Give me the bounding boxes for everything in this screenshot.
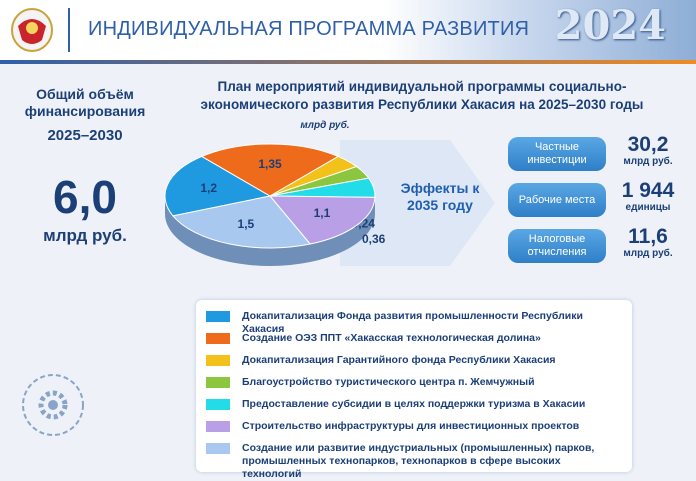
effect-unit: единицы (625, 202, 671, 213)
legend-label: Докапитализация Фонда развития промышлен… (242, 310, 583, 335)
legend-label: Создание ОЭЗ ППТ «Хакасская технологичес… (242, 332, 541, 344)
pie-slice (268, 195, 376, 245)
pie-slice (200, 143, 340, 197)
header-title: ИНДИВИДУАЛЬНАЯ ПРОГРАММА РАЗВИТИЯ (88, 18, 530, 40)
header: ИНДИВИДУАЛЬНАЯ ПРОГРАММА РАЗВИТИЯ 2024 (0, 0, 696, 60)
header-year: 2024 (554, 2, 666, 49)
legend-label: Докапитализация Гарантийного фонда Респу… (242, 354, 556, 366)
summary-period: 2025–2030 (47, 127, 123, 144)
data-label: 1,5 (238, 217, 255, 231)
legend-swatch (206, 311, 230, 322)
legend-item: Создание или развитие индустриальных (пр… (206, 442, 616, 481)
effect-number: 1 944 (621, 179, 675, 202)
pie-chart: млрд руб. 1,21,350,250,240,361,11,5 (164, 119, 495, 266)
effects-arrow (340, 140, 495, 266)
legend-item: Докапитализация Фонда развития промышлен… (206, 310, 616, 336)
effect-number: 11,6 (628, 225, 668, 248)
data-label: 0,36 (362, 232, 386, 246)
effect-label: Рабочие места (508, 183, 606, 217)
legend-label: Строительство инфраструктуры для инвести… (242, 420, 580, 432)
summary-unit: млрд руб. (43, 226, 127, 245)
legend-item: Предоставление субсидии в целях поддержк… (206, 398, 616, 411)
legend-swatch (206, 421, 230, 432)
effect-value: 1 944 единицы (610, 179, 686, 214)
legend-label: Предоставление субсидии в целях поддержк… (242, 398, 586, 410)
effects-title: Эффекты к 2035 году (400, 180, 480, 213)
legend-swatch (206, 443, 230, 454)
legend-item: Создание ОЭЗ ППТ «Хакасская технологичес… (206, 332, 616, 345)
effect-unit: млрд руб. (623, 248, 673, 259)
summary-label: Общий объём финансирования (24, 86, 146, 119)
unit-label: млрд руб. (300, 119, 349, 131)
legend-label: Создание или развитие индустриальных (пр… (242, 442, 595, 480)
effect-unit: млрд руб. (623, 156, 673, 167)
effect-label: Налоговые отчисления (508, 229, 606, 263)
legend-item: Благоустройство туристического центра п.… (206, 376, 616, 389)
legend-item: Докапитализация Гарантийного фонда Респу… (206, 354, 616, 367)
legend-item: Строительство инфраструктуры для инвести… (206, 420, 616, 433)
pie-slice (172, 195, 312, 249)
legend-swatch (206, 355, 230, 366)
header-stripe (0, 60, 696, 64)
legend-swatch (206, 333, 230, 344)
summary-amount: 6,0 (53, 171, 117, 223)
data-label: 1,35 (258, 157, 282, 171)
legend-swatch (206, 377, 230, 388)
data-label: 1,2 (200, 181, 217, 195)
legend-swatch (206, 399, 230, 410)
legend: Докапитализация Фонда развития промышлен… (196, 300, 632, 480)
effect-number: 30,2 (627, 133, 669, 156)
icon (22, 374, 84, 436)
data-label: 1,1 (314, 206, 331, 220)
divider (68, 8, 70, 52)
effect-value: 30,2 млрд руб. (610, 133, 686, 168)
effect-value: 11,6 млрд руб. (610, 225, 686, 260)
legend-label: Благоустройство туристического центра п.… (242, 376, 535, 388)
effect-label: Частные инвестиции (508, 137, 606, 171)
chart-title: План мероприятий индивидуальной программ… (200, 79, 644, 112)
logo (11, 8, 53, 52)
